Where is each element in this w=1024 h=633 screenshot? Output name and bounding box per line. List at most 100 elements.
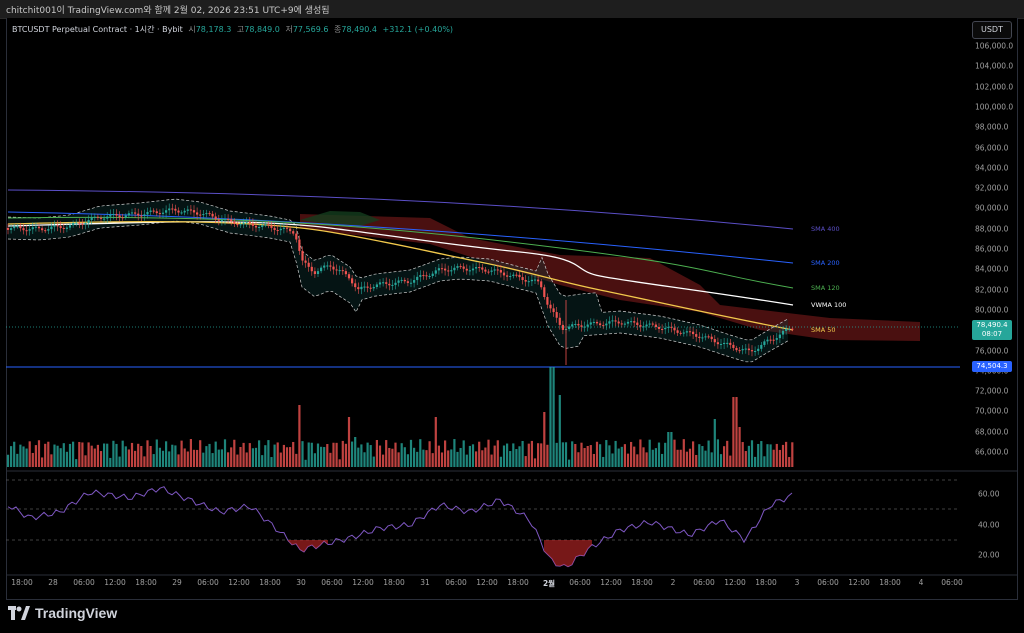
candle-body xyxy=(512,274,515,276)
candle-body xyxy=(521,277,524,280)
volume-bar xyxy=(468,445,471,467)
candle-body xyxy=(754,351,757,353)
candle-body xyxy=(465,268,468,271)
volume-bar xyxy=(378,445,382,467)
volume-bar xyxy=(667,432,670,467)
candle-body xyxy=(41,228,44,231)
volume-bar xyxy=(595,441,599,467)
time-axis[interactable]: 18:00 28 06:00 12:00 18:00 29 06:00 12:00 18:00 3… xyxy=(0,578,1024,592)
volume-bar xyxy=(406,454,409,467)
price-tick: 92,000.0 xyxy=(975,183,1009,193)
volume-bar xyxy=(276,442,279,467)
candle-body xyxy=(56,225,59,227)
volume-bar xyxy=(521,440,524,467)
candle-body xyxy=(211,213,214,217)
rsi-scale[interactable]: 60.00 40.00 20.00 xyxy=(960,0,1020,560)
support-price-tag: 74,504.3 xyxy=(972,361,1012,372)
candle-body xyxy=(124,215,127,218)
candle-body xyxy=(134,212,137,214)
volume-bar xyxy=(661,453,664,467)
candle-body xyxy=(481,267,484,270)
volume-bar xyxy=(357,447,360,467)
volume-bar xyxy=(400,443,403,467)
candle-body xyxy=(487,271,490,273)
time-tick: 06:00 xyxy=(321,578,343,587)
volume-bar xyxy=(270,457,273,467)
volume-bar xyxy=(707,440,710,467)
candle-body xyxy=(530,279,533,282)
candle-body xyxy=(723,342,726,345)
candle-body xyxy=(763,341,766,345)
candle-body xyxy=(397,280,400,283)
volume-bar xyxy=(236,454,239,467)
candle-body xyxy=(775,338,778,340)
volume-bar xyxy=(171,444,174,467)
rsi-oversold-fill xyxy=(544,540,592,567)
symbol-legend[interactable]: BTCUSDT Perpetual Contract · 1시간 · Bybit… xyxy=(12,24,453,35)
volume-bar xyxy=(65,451,68,467)
candle-body xyxy=(81,223,84,225)
candle-body xyxy=(341,270,344,272)
candle-body xyxy=(282,227,285,229)
candle-body xyxy=(115,213,118,216)
chart-frame[interactable] xyxy=(6,18,1018,600)
volume-bar xyxy=(96,444,99,467)
volume-bar xyxy=(645,452,648,467)
candle-body xyxy=(72,222,75,226)
candle-body xyxy=(592,321,595,323)
candle-body xyxy=(22,228,25,231)
volume-bar xyxy=(44,443,47,467)
candle-body xyxy=(537,279,540,282)
candle-body xyxy=(391,284,394,286)
volume-bar xyxy=(41,457,44,467)
volume-bar xyxy=(165,441,168,467)
volume-bar xyxy=(713,419,716,467)
volume-bar xyxy=(450,449,453,467)
volume-bar xyxy=(13,441,16,467)
currency-button[interactable]: USDT xyxy=(972,21,1012,39)
vwma100-label: VWMA 100 xyxy=(811,301,847,309)
candle-body xyxy=(493,269,496,271)
volume-bar xyxy=(124,446,127,467)
rsi-tick: 60.00 xyxy=(978,489,1000,499)
candle-body xyxy=(304,260,307,263)
candle-body xyxy=(248,221,251,224)
price-tick: 86,000.0 xyxy=(975,244,1009,254)
candle-body xyxy=(419,275,422,277)
volume-bar xyxy=(335,442,338,467)
price-tick: 80,000.0 xyxy=(975,305,1009,315)
volume-bar xyxy=(654,448,657,467)
time-tick: 06:00 xyxy=(817,578,839,587)
volume-bar xyxy=(484,447,487,467)
candle-body xyxy=(437,268,440,271)
volume-bar xyxy=(208,443,211,467)
volume-bar xyxy=(248,443,251,467)
candle-body xyxy=(729,342,732,345)
time-tick: 18:00 xyxy=(11,578,33,587)
candle-body xyxy=(732,344,735,348)
candle-body xyxy=(270,225,273,228)
candle-body xyxy=(456,266,459,268)
candle-body xyxy=(320,267,323,272)
candle-body xyxy=(654,324,657,328)
volume-bar xyxy=(25,448,28,467)
volume-bar xyxy=(254,447,258,467)
candle-body xyxy=(645,324,648,327)
volume-bar xyxy=(549,367,552,467)
volume-bar xyxy=(456,451,459,467)
candle-body xyxy=(174,208,177,211)
price-tick: 76,000.0 xyxy=(975,346,1009,355)
volume-bar xyxy=(230,447,233,467)
candle-body xyxy=(648,323,651,325)
candle-body xyxy=(633,321,636,323)
volume-bar xyxy=(719,454,723,467)
candle-body xyxy=(589,322,592,325)
candle-body xyxy=(704,336,707,338)
symbol-title[interactable]: BTCUSDT Perpetual Contract · 1시간 · Bybit xyxy=(12,25,183,34)
time-tick: 12:00 xyxy=(228,578,250,587)
volume-bar xyxy=(785,441,788,467)
candle-body xyxy=(760,344,763,349)
tradingview-brand[interactable]: TradingView xyxy=(8,604,117,622)
close-key: 종 xyxy=(333,25,342,34)
